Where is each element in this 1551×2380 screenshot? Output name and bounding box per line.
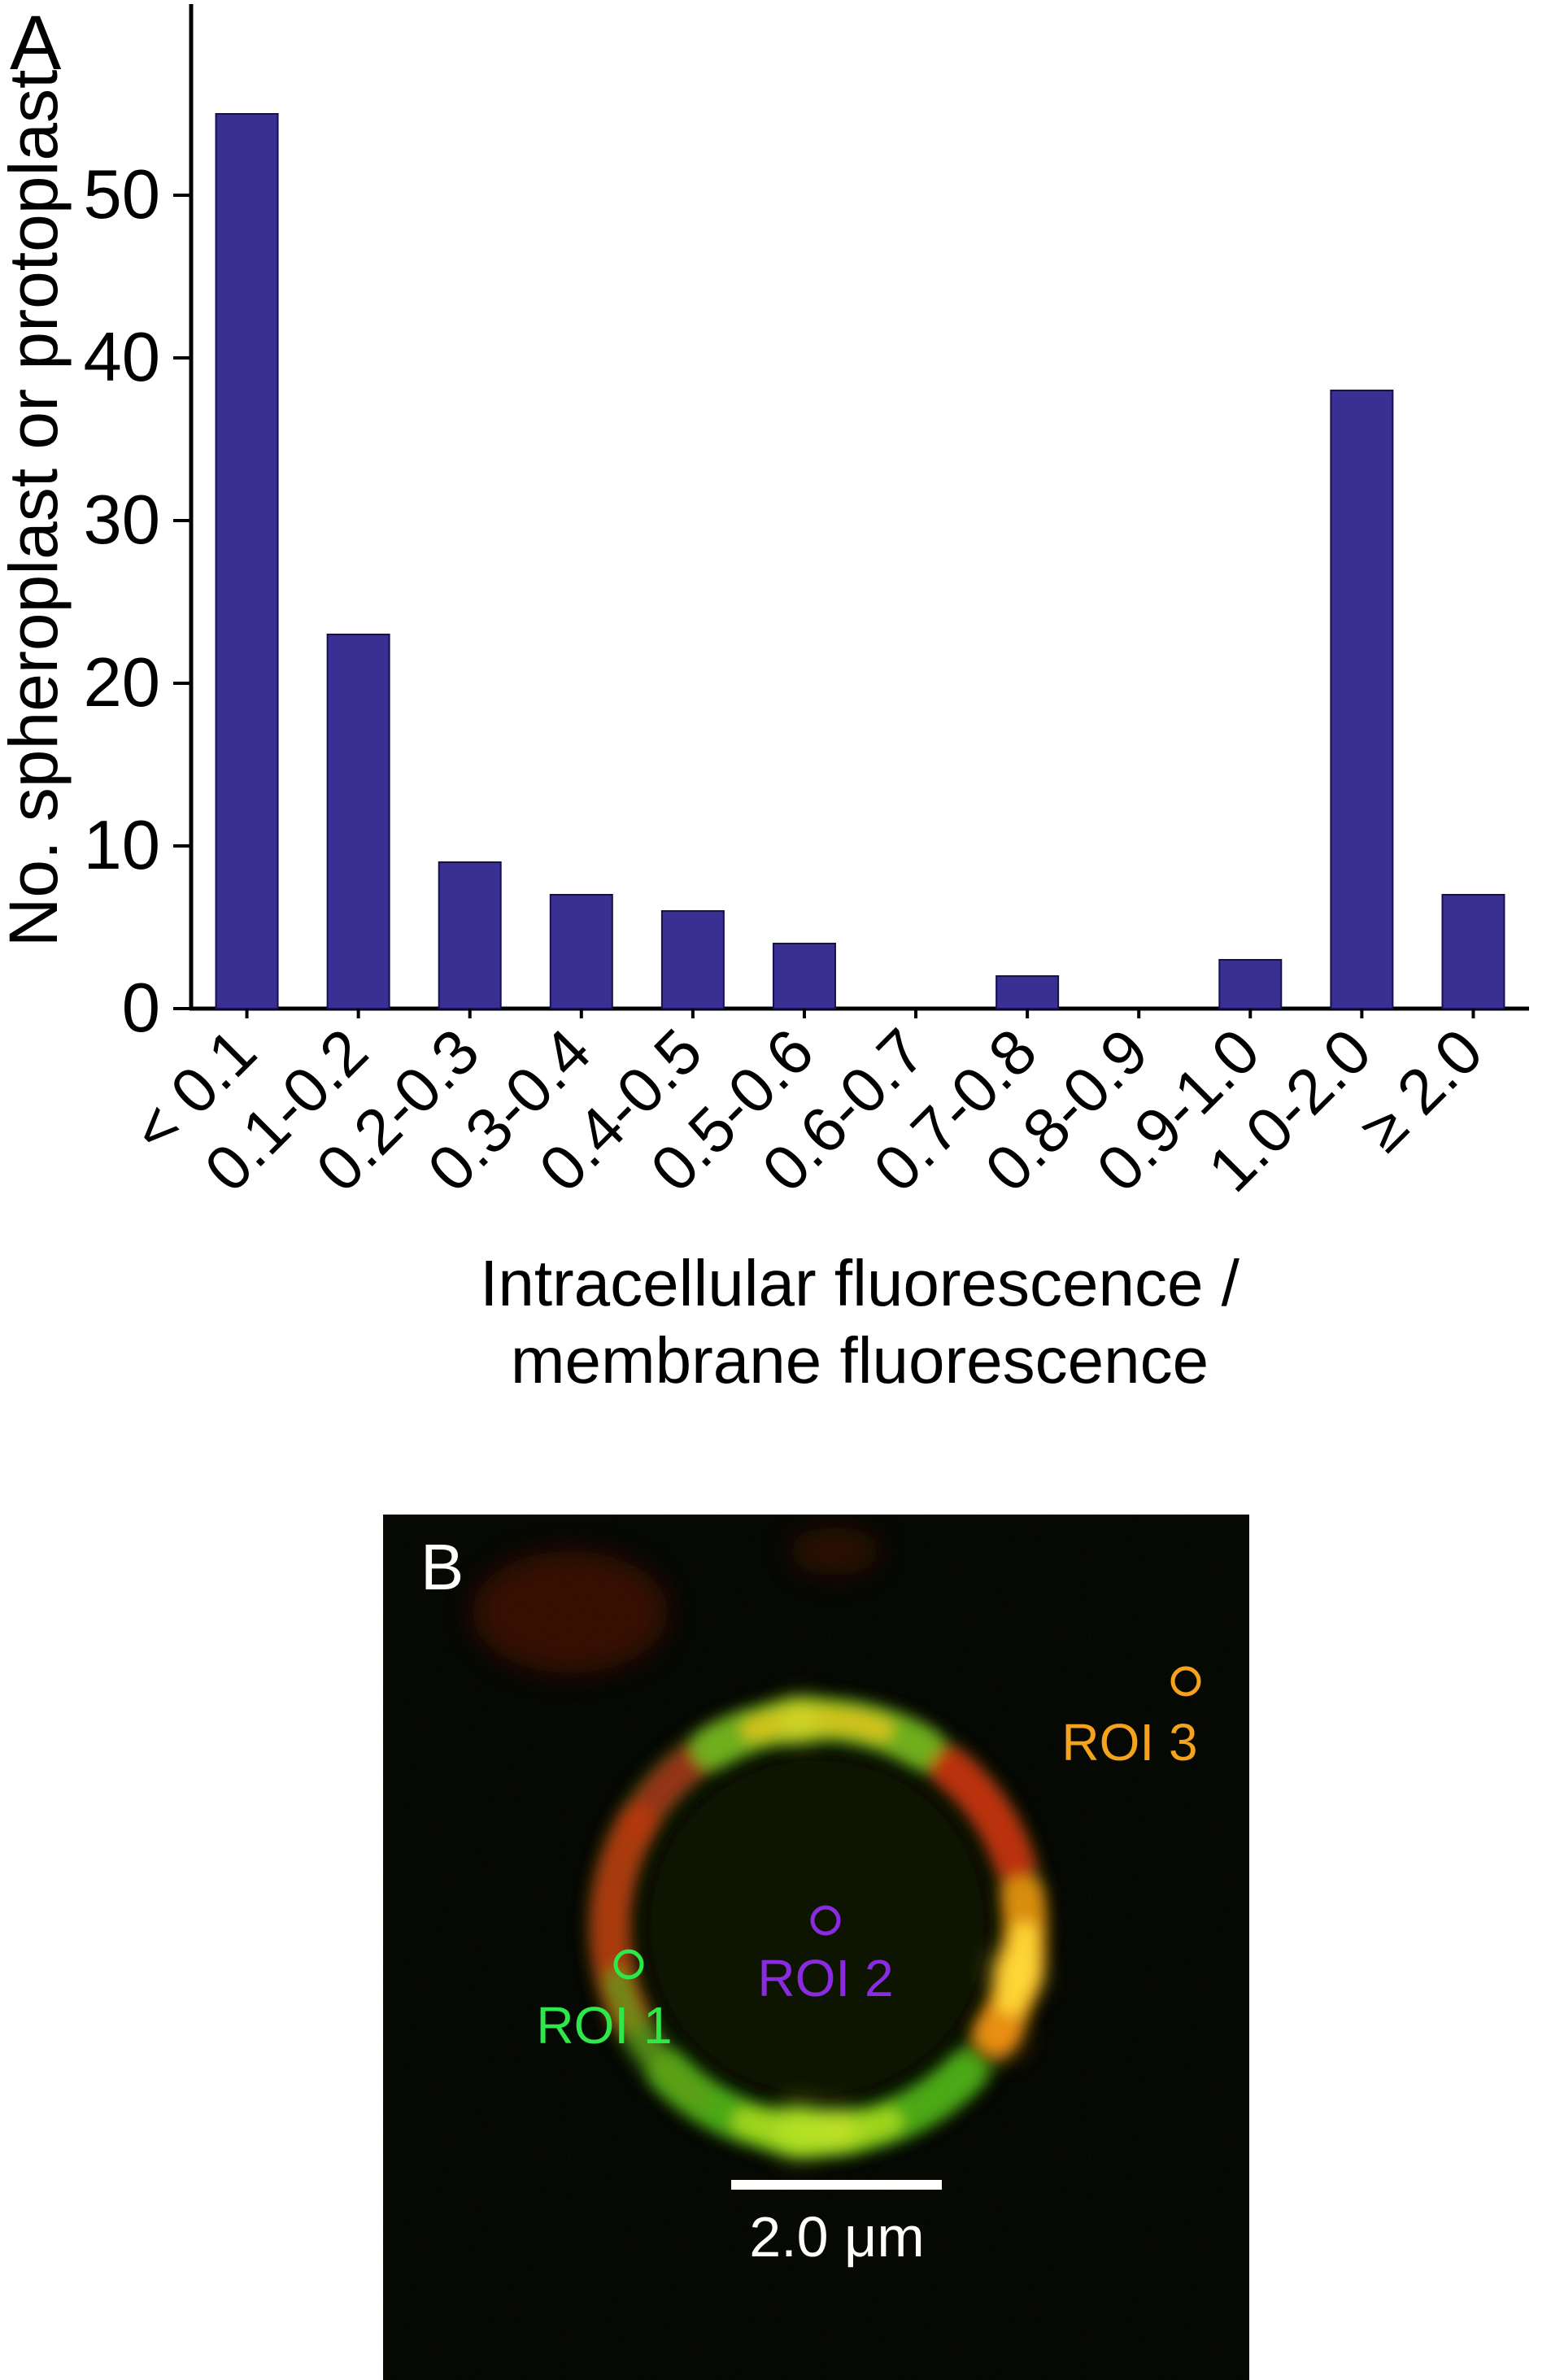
y-tick-label: 20 (83, 644, 160, 721)
punctum (779, 1701, 818, 1740)
panel-b-micrograph: ROI 1 ROI 2 ROI 3 2.0 μm B (383, 1515, 1249, 2380)
punctum (994, 1950, 1039, 1995)
punctum (821, 2111, 856, 2147)
red-smudge (473, 1551, 668, 1673)
cell-interior-glow (643, 1752, 992, 2102)
bar (326, 634, 390, 1009)
roi-3-marker[interactable] (1170, 1666, 1201, 1697)
x-tick-label: ≥ 2.0 (1346, 1015, 1496, 1165)
bar (215, 113, 279, 1009)
roi-1-label: ROI 1 (536, 1996, 672, 2055)
bar (1330, 390, 1394, 1009)
bright-puncta (775, 1701, 1039, 2155)
punctum (775, 2106, 824, 2155)
bar (996, 975, 1060, 1009)
roi-2-label: ROI 2 (757, 1949, 893, 2007)
y-tick-label: 50 (83, 156, 160, 233)
scale-bar (731, 2180, 942, 2190)
x-axis-title-line2: membrane fluorescence (511, 1324, 1209, 1397)
y-axis-title: No. spheroplast or protoplast (0, 70, 72, 948)
y-tick-label: 40 (83, 319, 160, 396)
bar (1218, 959, 1283, 1009)
panel-b-image: ROI 1 ROI 2 ROI 3 2.0 μm B (383, 1515, 1249, 2380)
bar (549, 894, 613, 1009)
y-tick-label: 0 (122, 970, 160, 1047)
background-smudges (473, 1527, 992, 2102)
bar (1441, 894, 1505, 1009)
roi-2-marker[interactable] (810, 1905, 841, 1936)
x-axis-title-line1: Intracellular fluorescence / (480, 1247, 1240, 1319)
ring-segment-green (604, 1968, 711, 2109)
y-tick-label: 10 (83, 807, 160, 884)
bar (660, 910, 725, 1009)
y-tick-label: 30 (83, 482, 160, 559)
panel-a-label: A (10, 0, 62, 86)
red-smudge (790, 1527, 879, 1576)
roi-1-marker[interactable] (613, 1949, 644, 1980)
punctum (982, 2016, 1021, 2055)
scale-bar-label: 2.0 μm (749, 2205, 924, 2269)
ring-segment-red (930, 1748, 1035, 1883)
roi-3-label: ROI 3 (1061, 1713, 1197, 1772)
bar (438, 861, 502, 1009)
bar (772, 943, 836, 1009)
panel-b-label: B (420, 1531, 464, 1603)
